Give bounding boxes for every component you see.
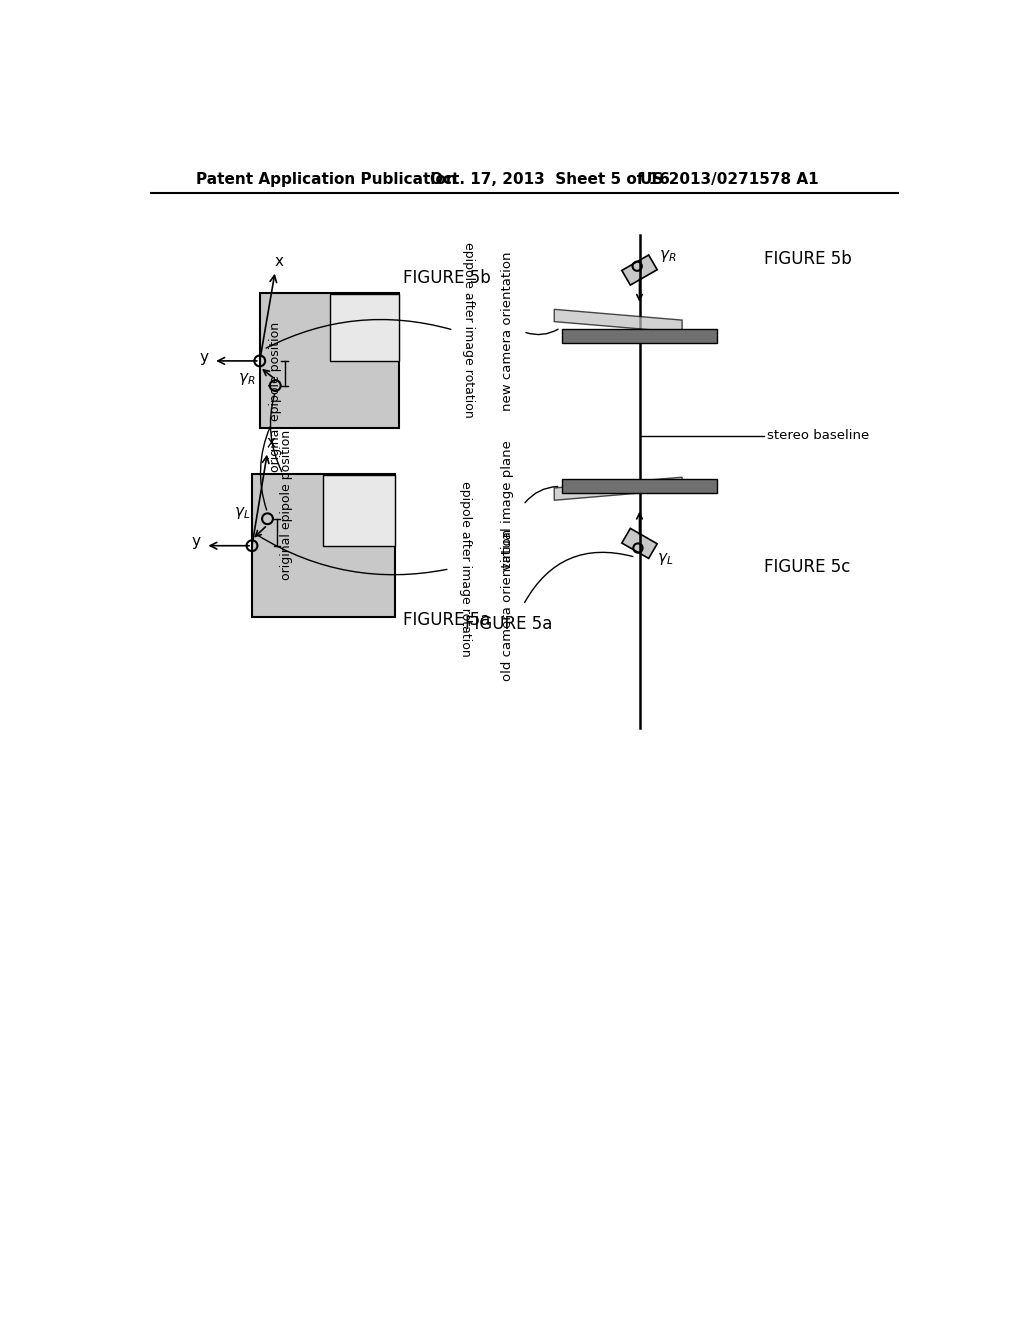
Text: epipole after image rotation: epipole after image rotation: [463, 243, 475, 418]
Text: y: y: [191, 535, 201, 549]
Text: FIGURE 5c: FIGURE 5c: [764, 557, 850, 576]
Bar: [252, 474, 395, 616]
Polygon shape: [554, 478, 682, 500]
Text: new camera orientation: new camera orientation: [502, 252, 514, 412]
Text: FIGURE 5b: FIGURE 5b: [764, 249, 851, 268]
Text: $\gamma_R$: $\gamma_R$: [658, 248, 676, 264]
Text: $\gamma_R$: $\gamma_R$: [239, 371, 256, 387]
Bar: [324, 475, 394, 545]
Bar: [260, 293, 399, 428]
Bar: [622, 528, 657, 558]
Text: $\gamma_L$: $\gamma_L$: [234, 504, 251, 520]
Text: x: x: [274, 253, 284, 269]
Text: FIGURE 5a: FIGURE 5a: [465, 615, 553, 634]
Text: epipole after image rotation: epipole after image rotation: [459, 480, 472, 656]
Text: virtual image plane: virtual image plane: [502, 440, 514, 570]
Bar: [330, 294, 399, 360]
Text: US 2013/0271578 A1: US 2013/0271578 A1: [640, 172, 818, 186]
Text: original epipole position: original epipole position: [268, 322, 282, 473]
Text: Oct. 17, 2013  Sheet 5 of 16: Oct. 17, 2013 Sheet 5 of 16: [430, 172, 670, 186]
Polygon shape: [554, 309, 682, 333]
Text: old camera orientation: old camera orientation: [502, 529, 514, 681]
Text: y: y: [200, 350, 209, 364]
Text: x: x: [267, 436, 275, 450]
Text: stereo baseline: stereo baseline: [767, 429, 869, 442]
Text: original epipole position: original epipole position: [281, 430, 293, 579]
Text: $\gamma_L$: $\gamma_L$: [656, 550, 673, 566]
Bar: [562, 330, 717, 343]
Text: FIGURE 5b: FIGURE 5b: [403, 269, 490, 286]
Bar: [622, 255, 657, 285]
Text: Patent Application Publication: Patent Application Publication: [197, 172, 457, 186]
Text: FIGURE 5a: FIGURE 5a: [403, 611, 490, 630]
Bar: [562, 479, 717, 492]
